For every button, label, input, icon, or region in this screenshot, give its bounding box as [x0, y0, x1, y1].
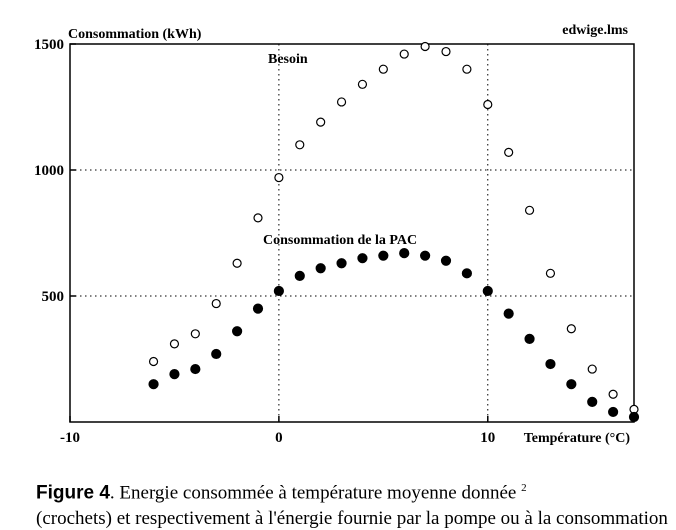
footnote-mark: 2 [521, 482, 527, 494]
figure-label: Figure 4 [36, 482, 110, 504]
point-besoin [336, 97, 347, 107]
x-tick-label: -10 [60, 430, 80, 446]
point-consommation-pac [148, 379, 159, 390]
point-besoin [399, 49, 409, 59]
point-besoin [608, 389, 618, 399]
point-besoin [420, 41, 430, 52]
legend-besoin: Besoin [268, 52, 308, 67]
point-consommation-pac [440, 255, 452, 266]
legend-consommation-pac: Consommation de la PAC [263, 233, 417, 248]
point-consommation-pac [232, 326, 243, 337]
point-consommation-pac [315, 263, 326, 274]
point-consommation-pac [420, 250, 431, 261]
point-besoin [316, 117, 326, 127]
y-tick-label: 1000 [34, 163, 64, 179]
point-consommation-pac [399, 248, 410, 259]
grid-lines [70, 44, 634, 422]
point-besoin [524, 205, 535, 215]
point-besoin [295, 140, 305, 150]
point-besoin [211, 298, 221, 309]
point-consommation-pac [461, 268, 472, 279]
figure-caption: Figure 4. Energie consommée à températur… [36, 482, 527, 504]
point-consommation-pac [378, 250, 389, 261]
point-consommation-pac [482, 285, 493, 297]
point-consommation-pac [524, 333, 535, 344]
scatter-chart: -10 0 10 500 1000 1500 Consommation (kWh) edw… [34, 23, 640, 446]
point-consommation-pac [190, 363, 201, 375]
point-besoin [148, 356, 159, 367]
point-besoin [253, 213, 263, 223]
point-besoin [545, 268, 556, 278]
point-besoin [441, 46, 451, 57]
plot-frame [69, 43, 635, 423]
file-label: edwige.lms [562, 23, 628, 38]
data-points [148, 41, 640, 423]
point-besoin [483, 99, 493, 110]
point-besoin [190, 329, 200, 339]
point-besoin [587, 364, 597, 374]
y-tick-label: 500 [42, 289, 65, 305]
point-consommation-pac [294, 270, 305, 281]
point-consommation-pac [566, 379, 577, 390]
point-consommation-pac [628, 411, 640, 423]
point-consommation-pac [169, 369, 180, 380]
point-besoin [274, 172, 284, 183]
point-consommation-pac [545, 358, 556, 370]
point-consommation-pac [608, 406, 619, 418]
point-besoin [232, 258, 242, 268]
point-besoin [357, 79, 368, 89]
point-besoin [566, 324, 576, 334]
axis-ticks: -10 0 10 500 1000 1500 [34, 37, 495, 446]
point-consommation-pac [587, 396, 598, 407]
point-consommation-pac [357, 253, 368, 264]
x-tick-label: 0 [275, 430, 283, 446]
caption-text: . Energie consommée à température moyenn… [109, 482, 522, 504]
point-besoin [504, 147, 514, 157]
point-consommation-pac [503, 308, 514, 319]
point-consommation-pac [336, 258, 347, 269]
point-consommation-pac [211, 348, 222, 360]
figure-caption-line2: (crochets) et respectivement à l'énergie… [36, 508, 668, 529]
point-besoin [462, 64, 472, 74]
y-axis-label: Consommation (kWh) [68, 27, 202, 42]
point-consommation-pac [252, 303, 264, 314]
x-tick-label: 10 [480, 430, 495, 446]
x-axis-label: Température (°C) [524, 431, 631, 446]
y-tick-label: 1500 [34, 37, 64, 53]
point-besoin [169, 339, 180, 349]
point-consommation-pac [273, 285, 284, 297]
point-besoin [378, 64, 388, 74]
